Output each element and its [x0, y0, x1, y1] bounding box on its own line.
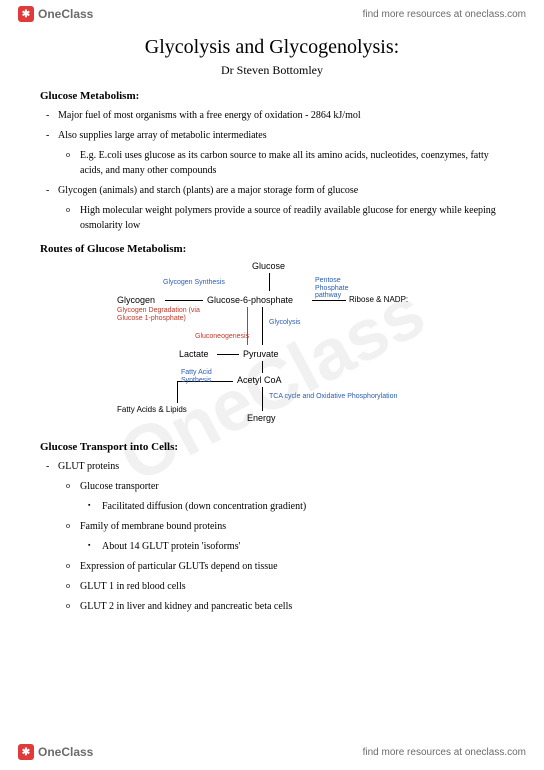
section-heading: Routes of Glucose Metabolism: [40, 243, 504, 255]
label-glycogen-degradation: Glycogen Degradation (via Glucose 1-phos… [117, 307, 207, 322]
label-tca: TCA cycle and Oxidative Phosphorylation [269, 393, 397, 400]
list-item: Glycogen (animals) and starch (plants) a… [40, 183, 504, 198]
list-item: Glucose transporter [40, 479, 504, 494]
footer-resources-link[interactable]: find more resources at oneclass.com [363, 747, 526, 758]
brand-logo: ✱ OneClass [18, 6, 93, 22]
brand-logo: ✱ OneClass [18, 744, 93, 760]
page-title: Glycolysis and Glycogenolysis: [40, 36, 504, 59]
section-heading: Glucose Metabolism: [40, 90, 504, 102]
node-g6p: Glucose-6-phosphate [207, 295, 293, 305]
list-item: High molecular weight polymers provide a… [40, 203, 504, 233]
list-item: Major fuel of most organisms with a free… [40, 108, 504, 123]
label-glycogen-synthesis: Glycogen Synthesis [163, 279, 225, 286]
list-item: E.g. E.coli uses glucose as its carbon s… [40, 148, 504, 178]
arrow [262, 387, 263, 411]
node-energy: Energy [247, 413, 276, 423]
bullet-list: Major fuel of most organisms with a free… [40, 108, 504, 233]
list-item: Also supplies large array of metabolic i… [40, 128, 504, 143]
metabolism-diagram: Glucose Glycogen Glucose-6-phosphate Rib… [117, 261, 427, 431]
list-item: GLUT 1 in red blood cells [40, 579, 504, 594]
arrow [269, 273, 270, 291]
brand-logo-text: OneClass [38, 745, 93, 759]
page-footer-bar: ✱ OneClass find more resources at onecla… [0, 738, 544, 766]
list-item: GLUT 2 in liver and kidney and pancreati… [40, 599, 504, 614]
label-ppp: Pentose Phosphate pathway [315, 277, 355, 300]
node-glucose: Glucose [252, 261, 285, 271]
arrow [262, 361, 263, 373]
list-item: GLUT proteins [40, 459, 504, 474]
brand-logo-icon: ✱ [18, 744, 34, 760]
node-lactate: Lactate [179, 349, 209, 359]
brand-logo-icon: ✱ [18, 6, 34, 22]
label-glycolysis: Glycolysis [269, 319, 301, 326]
bullet-list: GLUT proteins Glucose transporter Facili… [40, 459, 504, 614]
page-header-bar: ✱ OneClass find more resources at onecla… [0, 0, 544, 28]
section-heading: Glucose Transport into Cells: [40, 441, 504, 453]
author-line: Dr Steven Bottomley [40, 63, 504, 78]
list-item: Expression of particular GLUTs depend on… [40, 559, 504, 574]
arrow [217, 354, 239, 355]
node-fatty: Fatty Acids & Lipids [117, 405, 187, 414]
header-resources-link[interactable]: find more resources at oneclass.com [363, 9, 526, 20]
list-item: Family of membrane bound proteins [40, 519, 504, 534]
arrow [165, 300, 203, 301]
arrow [262, 307, 263, 345]
node-glycogen: Glycogen [117, 295, 155, 305]
arrow [312, 300, 346, 301]
arrow [177, 381, 178, 403]
node-pyruvate: Pyruvate [243, 349, 279, 359]
list-item: About 14 GLUT protein 'isoforms' [40, 539, 504, 554]
label-fa-synthesis: Fatty Acid Synthesis [181, 369, 221, 384]
node-acetyl: Acetyl CoA [237, 375, 282, 385]
brand-logo-text: OneClass [38, 7, 93, 21]
label-gluconeogenesis: Gluconeogenesis [195, 333, 249, 340]
document-body: Glycolysis and Glycogenolysis: Dr Steven… [0, 28, 544, 614]
node-ribose: Ribose & NADP: [349, 295, 408, 304]
list-item: Facilitated diffusion (down concentratio… [40, 499, 504, 514]
